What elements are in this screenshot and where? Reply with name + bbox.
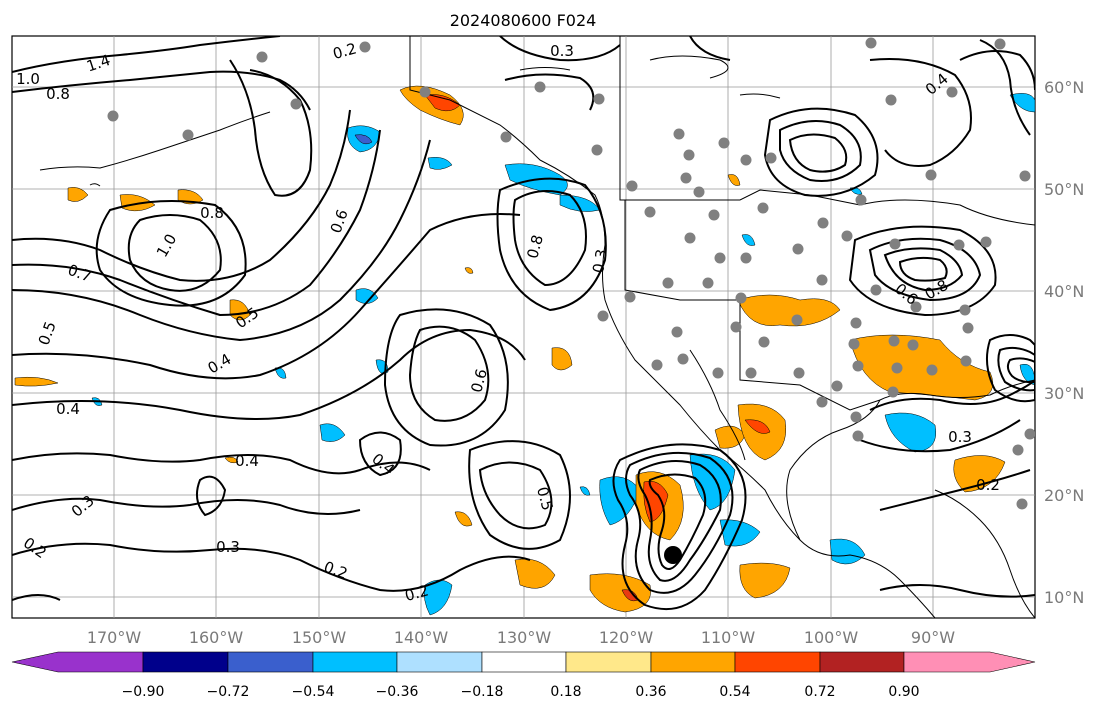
colorbar-label: 0.90 xyxy=(888,684,919,700)
contour-label: 0.8 xyxy=(200,204,224,222)
lat-tick-label: 30°N xyxy=(1044,384,1084,403)
colorbar-segment xyxy=(734,651,821,673)
lon-tick-label: 110°W xyxy=(701,628,756,647)
lat-tick-label: 50°N xyxy=(1044,180,1084,199)
lon-tick-label: 160°W xyxy=(189,628,244,647)
colorbar-label: −0.90 xyxy=(122,684,165,700)
colorbar-segment xyxy=(312,651,398,673)
lon-tick-label: 120°W xyxy=(599,628,654,647)
coastlines xyxy=(39,36,1035,618)
contour-label: 0.3 xyxy=(589,248,611,275)
colorbar-label: −0.36 xyxy=(376,684,419,700)
lon-tick-label: 90°W xyxy=(911,628,955,647)
lat-tick-label: 20°N xyxy=(1044,486,1084,505)
map-frame xyxy=(11,35,1036,619)
lon-tick-label: 170°W xyxy=(87,628,142,647)
lat-tick-labels: 60°N 50°N 40°N 30°N 20°N 10°N xyxy=(1044,78,1084,607)
contour-lines xyxy=(12,36,1035,611)
contour-label: 0.2 xyxy=(403,581,431,605)
contour-label: 0.2 xyxy=(976,476,1000,494)
colorbar-segment xyxy=(819,651,905,673)
colorbar-label: 0.36 xyxy=(635,684,666,700)
lat-tick-label: 40°N xyxy=(1044,282,1084,301)
colorbar-label: −0.18 xyxy=(461,684,504,700)
map-title: 2024080600 F024 xyxy=(450,11,597,30)
colorbar-segment xyxy=(142,651,229,673)
contour-label: 0.4 xyxy=(235,452,259,470)
lon-tick-labels: 170°W 160°W 150°W 140°W 130°W 120°W 110°… xyxy=(87,628,955,647)
lon-tick-label: 100°W xyxy=(804,628,859,647)
station-dots xyxy=(107,37,1035,510)
colorbar-label: −0.72 xyxy=(207,684,250,700)
lon-tick-label: 130°W xyxy=(497,628,552,647)
colorbar-segment xyxy=(565,651,652,673)
colorbar-segment xyxy=(11,651,144,673)
contour-label: 0.8 xyxy=(523,233,547,261)
colorbar-label: −0.54 xyxy=(292,684,335,700)
lon-tick-label: 140°W xyxy=(394,628,449,647)
lat-tick-label: 10°N xyxy=(1044,588,1084,607)
contour-label: 0.3 xyxy=(216,538,240,556)
lat-tick-label: 60°N xyxy=(1044,78,1084,97)
low-center-marker xyxy=(664,546,682,564)
contour-label: 0.6 xyxy=(467,367,491,395)
contour-label: 0.4 xyxy=(56,400,80,418)
colorbar-label: 0.54 xyxy=(719,684,750,700)
contour-label: 0.8 xyxy=(46,85,70,103)
colorbar-label: 0.18 xyxy=(550,684,581,700)
colorbar-segment xyxy=(650,651,736,673)
contour-label: 0.3 xyxy=(948,428,972,446)
colorbar-labels: −0.90 −0.72 −0.54 −0.36 −0.18 0.18 0.36 … xyxy=(122,684,920,700)
contour-label: 0.2 xyxy=(331,39,359,63)
contour-label: 0.5 xyxy=(533,485,557,513)
colorbar-segment xyxy=(227,651,314,673)
lon-tick-label: 150°W xyxy=(292,628,347,647)
colorbar-segment xyxy=(481,651,567,673)
contour-label: 1.0 xyxy=(16,70,40,88)
colorbar-segment xyxy=(396,651,483,673)
contour-label: 0.3 xyxy=(550,42,574,60)
colorbar-label: 0.72 xyxy=(804,684,835,700)
colorbar xyxy=(11,651,1036,673)
colorbar-segment xyxy=(903,651,1036,673)
